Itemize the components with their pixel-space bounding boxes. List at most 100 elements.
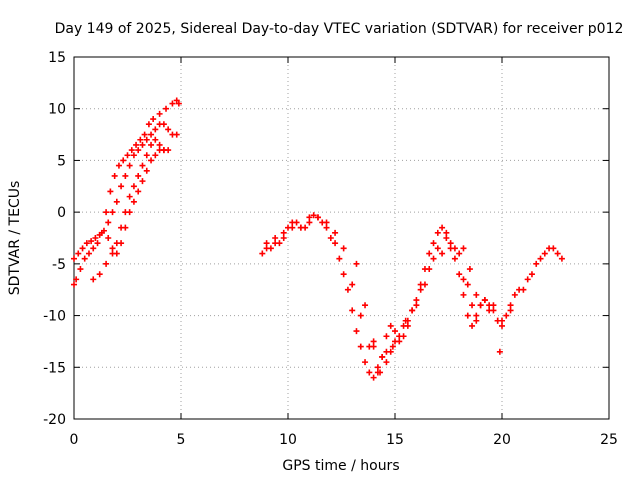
data-point xyxy=(88,238,95,245)
data-point xyxy=(481,297,488,304)
data-point xyxy=(75,250,82,257)
data-point xyxy=(389,343,396,350)
data-point xyxy=(490,302,497,309)
data-point xyxy=(507,307,514,314)
data-point xyxy=(77,266,84,273)
data-point xyxy=(374,364,381,371)
data-point xyxy=(111,172,118,179)
data-point xyxy=(323,219,330,226)
data-point xyxy=(473,317,480,324)
data-point xyxy=(90,245,97,252)
data-point xyxy=(456,271,463,278)
data-point xyxy=(126,209,133,216)
data-point xyxy=(466,266,473,273)
data-point xyxy=(344,286,351,293)
data-point xyxy=(130,198,137,205)
data-point xyxy=(520,286,527,293)
data-point xyxy=(477,302,484,309)
chart-title: Day 149 of 2025, Sidereal Day-to-day VTE… xyxy=(55,21,624,37)
data-point xyxy=(126,193,133,200)
data-point xyxy=(464,281,471,288)
data-point xyxy=(156,141,163,148)
data-point xyxy=(272,235,279,241)
data-point xyxy=(430,240,437,247)
data-point xyxy=(139,162,146,169)
data-point xyxy=(109,209,116,216)
data-point xyxy=(259,250,266,257)
data-point xyxy=(107,188,114,195)
data-point xyxy=(150,116,157,123)
data-point xyxy=(152,126,159,133)
data-point xyxy=(400,322,407,329)
data-point xyxy=(496,348,503,355)
data-point xyxy=(293,219,300,226)
data-point xyxy=(280,235,287,241)
data-point xyxy=(289,224,296,231)
data-point xyxy=(169,100,176,107)
data-point xyxy=(353,328,360,335)
data-point xyxy=(494,317,501,324)
data-point xyxy=(473,312,480,319)
data-point xyxy=(148,131,155,138)
data-point xyxy=(83,240,90,247)
data-point xyxy=(135,188,142,195)
data-point xyxy=(94,240,101,247)
data-point xyxy=(156,110,163,117)
data-point xyxy=(160,147,167,154)
data-point xyxy=(297,224,304,231)
data-point xyxy=(456,250,463,257)
data-point xyxy=(280,229,287,236)
x-axis: 0 5 10 15 20 25 xyxy=(70,57,618,448)
data-point xyxy=(130,152,137,159)
data-point xyxy=(327,235,334,241)
data-point xyxy=(124,152,131,159)
data-point xyxy=(152,152,159,159)
y-tick-label: -20 xyxy=(43,412,66,428)
y-axis-label: SDTVAR / TECUs xyxy=(7,181,23,296)
data-point xyxy=(85,250,92,257)
x-tick-label: 25 xyxy=(600,432,618,448)
data-point xyxy=(122,172,129,179)
data-point xyxy=(349,307,356,314)
data-point xyxy=(105,235,112,241)
data-point xyxy=(306,214,313,221)
data-point xyxy=(118,240,125,247)
data-point xyxy=(473,291,480,298)
data-point xyxy=(148,141,155,148)
data-point xyxy=(340,245,347,252)
data-point xyxy=(379,353,386,360)
data-point xyxy=(120,157,127,164)
y-tick-label: 15 xyxy=(48,50,66,66)
data-point xyxy=(434,245,441,252)
data-point xyxy=(387,322,394,329)
x-tick-label: 0 xyxy=(70,432,79,448)
data-point xyxy=(421,281,428,288)
data-point xyxy=(263,240,270,247)
y-tick-label: -15 xyxy=(43,360,66,376)
data-point xyxy=(439,224,446,231)
data-point xyxy=(267,245,274,252)
data-point xyxy=(81,255,88,262)
grid-lines xyxy=(74,57,609,419)
data-point xyxy=(152,136,159,143)
data-point xyxy=(426,266,433,273)
data-point xyxy=(511,291,518,298)
data-point xyxy=(113,250,120,257)
data-point xyxy=(486,307,493,314)
y-tick-label: -5 xyxy=(52,257,66,273)
data-point xyxy=(173,97,180,104)
data-point xyxy=(96,231,103,238)
plot-frame xyxy=(73,56,610,420)
data-series xyxy=(71,97,565,381)
data-point xyxy=(409,307,416,314)
data-point xyxy=(306,219,313,226)
data-point xyxy=(276,240,283,247)
data-point xyxy=(148,157,155,164)
data-point xyxy=(349,281,356,288)
x-tick-label: 10 xyxy=(279,432,297,448)
data-point xyxy=(165,126,172,133)
data-point xyxy=(464,312,471,319)
data-point xyxy=(103,260,110,267)
data-point xyxy=(426,250,433,257)
data-point xyxy=(141,131,148,138)
